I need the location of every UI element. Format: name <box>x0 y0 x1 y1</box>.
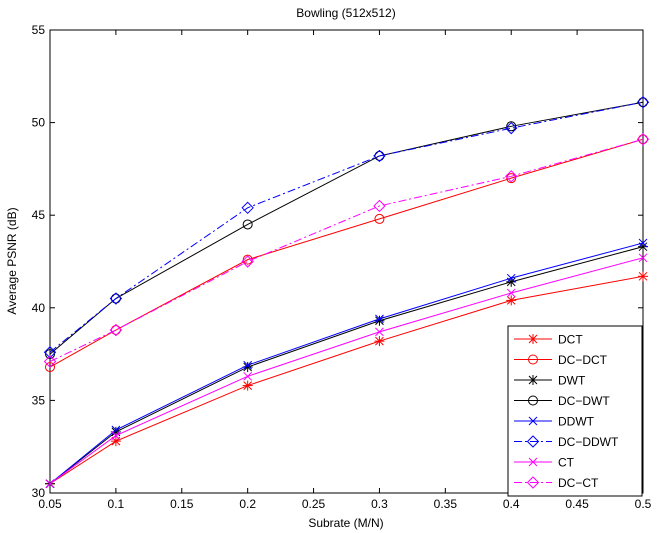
y-axis-label: Average PSNR (dB) <box>5 207 19 314</box>
data-point <box>373 149 386 163</box>
legend: DCT DC−DCT DWT DC−DWT DDWT DC−DDWT CT DC−CT <box>507 325 643 497</box>
data-point <box>110 293 121 304</box>
data-point <box>636 96 650 109</box>
chart-title: Bowling (512x512) <box>296 6 395 20</box>
legend-item: DWT <box>514 374 586 388</box>
data-point <box>45 479 55 489</box>
series-line <box>49 138 644 362</box>
data-point <box>505 170 518 183</box>
legend-marker <box>528 457 538 467</box>
series-6 <box>45 253 648 489</box>
legend-item: CT <box>514 456 575 470</box>
x-axis-label: Subrate (M/N) <box>308 516 383 530</box>
x-tick-label: 0.2 <box>239 497 256 511</box>
data-point <box>506 295 517 306</box>
data-point <box>374 213 385 224</box>
data-point <box>43 355 57 368</box>
y-tick-label: 55 <box>32 23 46 37</box>
series-5 <box>43 96 650 359</box>
y-tick-label: 45 <box>32 208 46 222</box>
data-point <box>43 346 57 359</box>
legend-item: DC−DWT <box>514 394 610 408</box>
legend-item: DDWT <box>514 415 595 429</box>
legend-marker <box>528 354 538 365</box>
legend-label: DWT <box>558 374 586 388</box>
legend-marker <box>528 334 538 344</box>
series-line <box>49 242 644 485</box>
y-tick-label: 40 <box>32 301 46 315</box>
data-series <box>43 96 650 489</box>
data-point <box>45 349 55 360</box>
legend-label: DC−DWT <box>558 394 610 408</box>
data-point <box>109 323 123 337</box>
data-point <box>505 121 518 135</box>
data-point <box>241 255 254 268</box>
x-tick-label: 0.1 <box>108 497 125 511</box>
data-point <box>45 362 55 373</box>
data-point <box>638 134 648 145</box>
data-point <box>638 253 648 263</box>
legend-marker <box>526 435 540 448</box>
legend-marker <box>528 395 538 406</box>
data-point <box>373 199 386 213</box>
data-point <box>636 133 650 146</box>
data-point <box>375 314 384 324</box>
legend-marker <box>528 375 538 385</box>
data-point <box>109 292 123 305</box>
legend-label: DCT <box>558 333 583 347</box>
legend-label: DC−DCT <box>558 353 608 367</box>
data-point <box>638 238 648 248</box>
data-point <box>506 273 516 283</box>
legend-label: CT <box>558 456 575 470</box>
series-line <box>49 275 644 485</box>
data-point <box>506 121 517 132</box>
y-tick-label: 30 <box>32 486 46 500</box>
legend-marker <box>528 416 538 426</box>
data-point <box>243 371 253 381</box>
data-point <box>374 315 385 326</box>
data-point <box>375 327 384 337</box>
legend-box <box>507 325 643 497</box>
series-line <box>49 246 644 485</box>
data-point <box>638 271 648 282</box>
legend-label: DDWT <box>558 415 595 429</box>
axis-ticks: 0.05 0.1 0.15 0.2 0.25 0.3 0.35 0.4 0.45 0.5 30 35 4… <box>32 23 652 511</box>
data-point <box>374 150 385 161</box>
y-tick-label: 35 <box>32 393 46 407</box>
x-tick-label: 0.35 <box>434 497 458 511</box>
x-tick-label: 0.5 <box>635 497 652 511</box>
legend-item: DCT <box>514 333 583 347</box>
data-point <box>110 325 121 336</box>
legend-label: DC−CT <box>558 476 599 490</box>
data-point <box>638 97 648 108</box>
x-tick-label: 0.45 <box>565 497 589 511</box>
legend-item: DC−DCT <box>514 353 608 367</box>
y-tick-label: 50 <box>32 116 46 130</box>
series-7 <box>43 133 650 368</box>
x-tick-label: 0.15 <box>170 497 194 511</box>
x-tick-label: 0.25 <box>302 497 326 511</box>
series-line <box>49 101 644 353</box>
legend-item: DC−DDWT <box>514 435 619 449</box>
data-point <box>242 219 253 230</box>
data-point <box>242 380 253 391</box>
legend-item: DC−CT <box>514 476 599 490</box>
data-point <box>506 288 516 298</box>
series-line <box>49 138 644 368</box>
series-line <box>49 257 644 485</box>
x-tick-label: 0.4 <box>503 497 520 511</box>
x-tick-label: 0.3 <box>371 497 388 511</box>
data-point <box>374 336 385 347</box>
series-0 <box>45 271 648 489</box>
data-point <box>506 173 517 184</box>
legend-label: DC−DDWT <box>558 435 619 449</box>
data-point <box>241 201 254 214</box>
data-point <box>111 431 121 440</box>
legend-marker <box>526 476 540 489</box>
x-tick-label: 0.05 <box>38 497 62 511</box>
data-point <box>243 360 253 370</box>
